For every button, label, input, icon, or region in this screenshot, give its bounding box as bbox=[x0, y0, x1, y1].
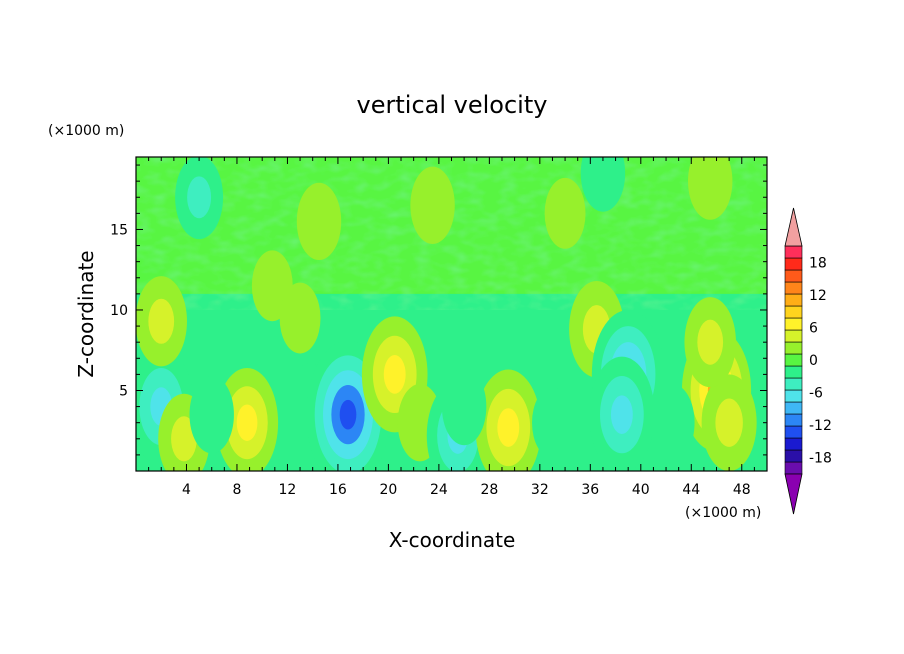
y-axis: 5 10 15 bbox=[110, 164, 767, 456]
x-tick-label: 4 bbox=[182, 482, 191, 498]
colorbar-bin bbox=[784, 341, 803, 355]
field-cell-21 bbox=[189, 375, 234, 454]
x-tick-label: 28 bbox=[480, 482, 498, 498]
x-unit-label: (×1000 m) bbox=[685, 505, 761, 521]
y-axis-title: Z-coordinate bbox=[74, 250, 98, 377]
contour-level bbox=[544, 177, 586, 249]
y-tick-label: 5 bbox=[119, 383, 128, 399]
field-cell-19 bbox=[532, 387, 573, 459]
colorbar-bin bbox=[784, 461, 803, 475]
contour-level bbox=[497, 408, 520, 447]
colorbar-bin bbox=[784, 425, 803, 439]
colorbar-bin bbox=[784, 401, 803, 415]
field-cell-24 bbox=[410, 166, 455, 244]
colorbar-tick-label: 12 bbox=[809, 288, 827, 304]
x-tick-label: 8 bbox=[232, 482, 241, 498]
y-unit-label: (×1000 m) bbox=[48, 123, 124, 139]
contour-level bbox=[532, 387, 573, 459]
colorbar-under-arrow bbox=[784, 473, 803, 515]
colorbar-bin bbox=[784, 317, 803, 331]
contour-level bbox=[339, 399, 357, 430]
x-tick-label: 40 bbox=[632, 482, 650, 498]
colorbar-bin bbox=[784, 353, 803, 367]
contour-level bbox=[383, 355, 406, 394]
x-tick-label: 20 bbox=[379, 482, 397, 498]
x-tick-label: 48 bbox=[733, 482, 751, 498]
contour-level bbox=[236, 404, 258, 441]
x-axis: 4 8 12 16 20 24 28 32 36 40 44 48 bbox=[148, 157, 755, 498]
field-cell-25 bbox=[544, 177, 586, 249]
colorbar-bin bbox=[784, 449, 803, 463]
contour-level bbox=[296, 182, 342, 261]
colorbar-bin bbox=[784, 437, 803, 451]
contour-level bbox=[171, 416, 197, 462]
contour-level bbox=[148, 298, 175, 344]
field-cell-12 bbox=[441, 367, 487, 446]
contour-level bbox=[650, 384, 695, 462]
chart-title: vertical velocity bbox=[357, 91, 548, 119]
colorbar-tick-label: 6 bbox=[809, 320, 818, 336]
colorbar-over-arrow bbox=[784, 207, 803, 247]
colorbar-bin bbox=[784, 413, 803, 427]
colorbar-tick-label: -6 bbox=[809, 386, 823, 402]
field-cell-1 bbox=[136, 276, 187, 367]
colorbar: 18 12 6 0 -6 -12 -18 bbox=[784, 207, 832, 515]
field-cell-20 bbox=[650, 384, 695, 462]
colorbar-bin bbox=[784, 329, 803, 343]
colorbar-bin bbox=[784, 245, 803, 259]
contour-level bbox=[410, 166, 455, 244]
field-cell-5 bbox=[279, 282, 321, 354]
x-axis-title: X-coordinate bbox=[389, 528, 516, 552]
y-tick-label: 10 bbox=[110, 303, 128, 319]
x-tick-label: 44 bbox=[682, 482, 700, 498]
field-cell-17 bbox=[701, 374, 757, 471]
field-cell-22 bbox=[175, 157, 224, 240]
colorbar-bin bbox=[784, 389, 803, 403]
contour-level bbox=[688, 157, 733, 220]
colorbar-tick-label: 18 bbox=[809, 255, 827, 271]
contour-level bbox=[610, 395, 633, 434]
contour-level bbox=[715, 398, 743, 447]
y-tick-label: 15 bbox=[110, 222, 128, 238]
velocity-field bbox=[136, 157, 767, 471]
x-tick-label: 32 bbox=[531, 482, 549, 498]
x-tick-label: 36 bbox=[581, 482, 599, 498]
colorbar-bin bbox=[784, 257, 803, 271]
colorbar-bin bbox=[784, 377, 803, 391]
contour-level bbox=[580, 157, 626, 212]
turbulence-texture bbox=[136, 157, 767, 310]
field-cell-23 bbox=[296, 182, 342, 261]
contour-level bbox=[189, 375, 234, 454]
x-tick-label: 12 bbox=[279, 482, 297, 498]
colorbar-bin bbox=[784, 293, 803, 307]
field-cell-26 bbox=[688, 157, 733, 220]
contour-level bbox=[697, 319, 724, 365]
contour-level bbox=[187, 176, 212, 219]
x-tick-label: 24 bbox=[430, 482, 448, 498]
colorbar-tick-label: 0 bbox=[809, 353, 818, 369]
contour-level bbox=[279, 282, 321, 354]
colorbar-bin bbox=[784, 365, 803, 379]
x-tick-label: 16 bbox=[329, 482, 347, 498]
field-cell-27 bbox=[580, 157, 626, 212]
colorbar-tick-label: -18 bbox=[809, 451, 832, 467]
field-cell-11 bbox=[475, 369, 542, 471]
colorbar-bin bbox=[784, 269, 803, 283]
field-cell-18 bbox=[684, 297, 736, 388]
colorbar-bin bbox=[784, 305, 803, 319]
contour-level bbox=[441, 367, 487, 446]
colorbar-bin bbox=[784, 281, 803, 295]
field-cell-15 bbox=[589, 356, 655, 471]
colorbar-tick-label: -12 bbox=[809, 418, 832, 434]
field-cell-3 bbox=[216, 367, 279, 471]
